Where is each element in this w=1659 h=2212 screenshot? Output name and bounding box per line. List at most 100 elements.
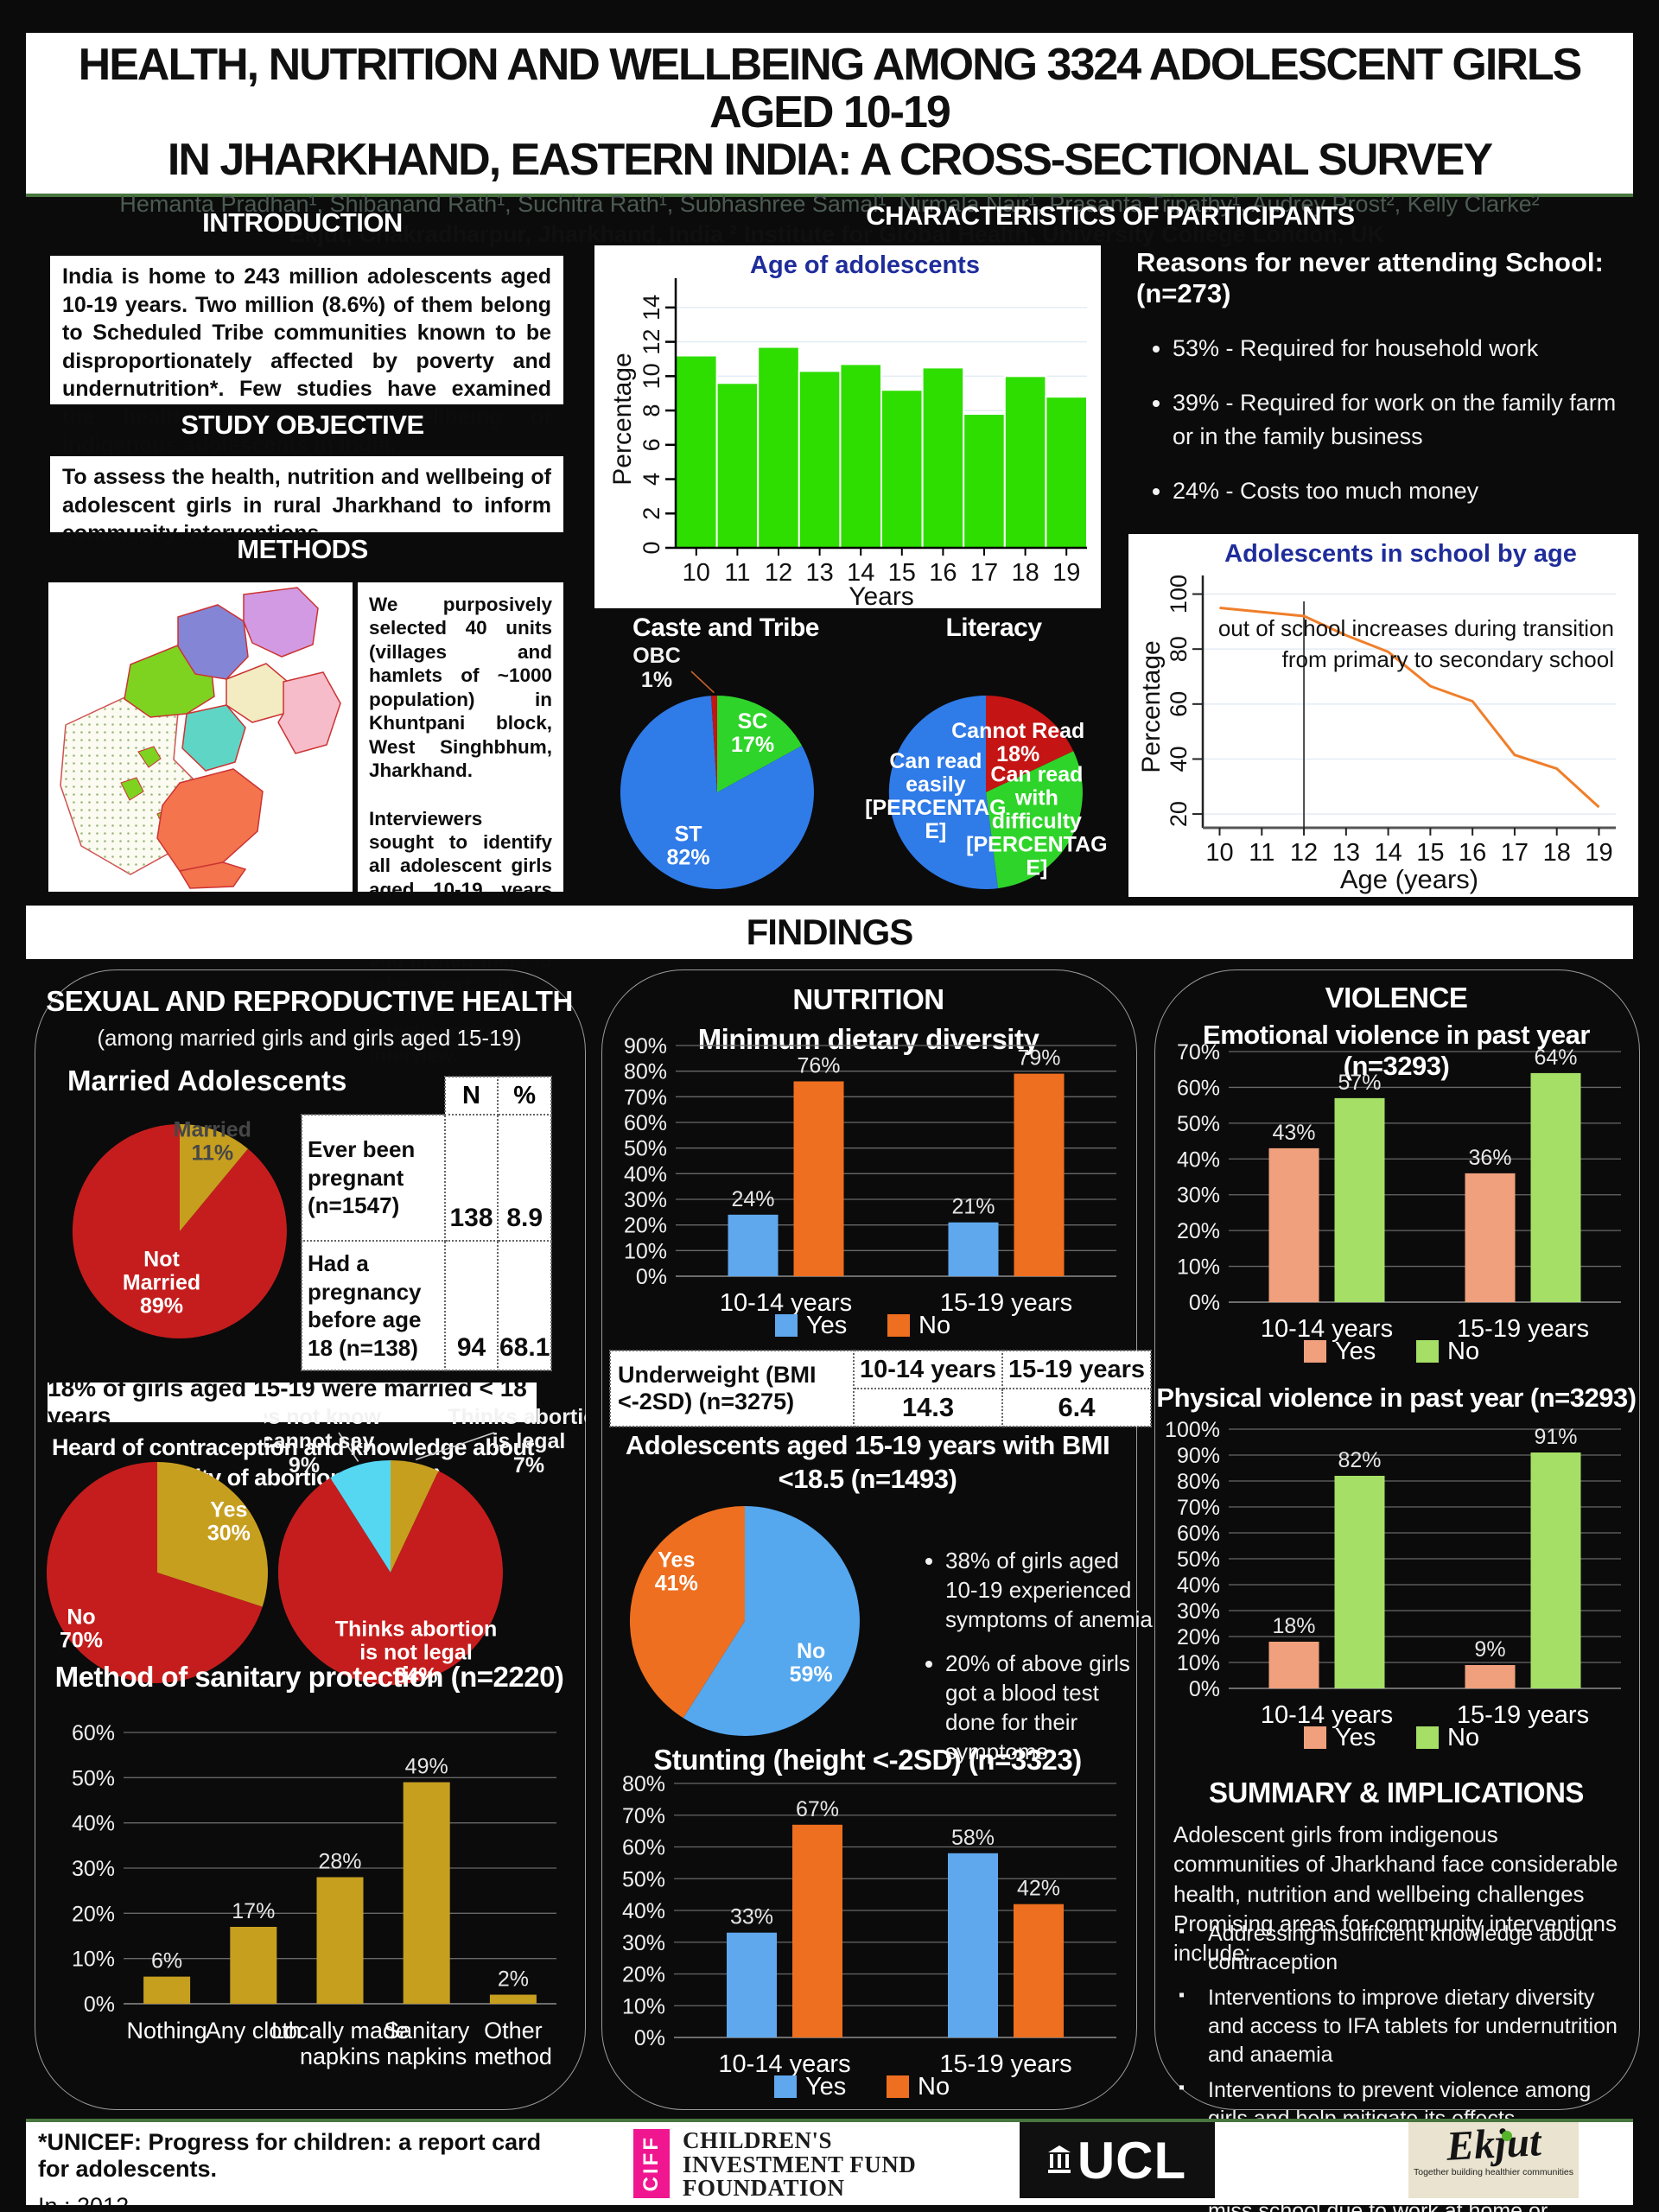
list-item: 39% - Required for work on the family fa… [1173,386,1637,454]
caste-pie-title: Caste and Tribe [632,613,819,642]
study-area-map [48,582,353,892]
affiliations: ¹ Ekjut, Chakradharpur, Jharkhand, India… [274,221,1385,248]
table-header-pct: % [496,1076,553,1116]
svg-text:2: 2 [639,507,664,520]
svg-text:6: 6 [639,438,664,451]
list-item: 53% - Required for household work [1173,332,1637,365]
svg-text:14: 14 [639,295,664,321]
svg-text:11: 11 [1249,839,1274,867]
svg-text:40: 40 [1166,746,1192,772]
svg-text:67%: 67% [796,1797,839,1821]
nutrition-panel [601,969,1137,2110]
anemia-bullets: 38% of girls aged 10-19 experienced symp… [921,1547,1153,1783]
svg-text:9%: 9% [1474,1637,1505,1662]
svg-text:E]: E] [925,819,946,843]
physical-violence-chart: 0% 10% 20% 30% 40% 50% 60% 70% 80% 90% 100% 18% 82% 1… [1160,1419,1635,1763]
svg-text:40%: 40% [72,1812,115,1836]
objective-bold: health, nutrition and wellbeing [211,465,524,489]
svg-text:15-19 years: 15-19 years [940,1289,1072,1317]
list-item: Addressing insufficient knowledge about … [1173,1920,1624,1977]
svg-text:70%: 70% [624,1085,667,1109]
ucl-logo: UCL [1020,2122,1215,2198]
svg-text:60%: 60% [1177,1076,1220,1100]
svg-text:11%: 11% [191,1141,233,1165]
svg-text:60%: 60% [72,1721,115,1745]
list-item: 38% of girls aged 10-19 experienced symp… [945,1547,1153,1634]
characteristics-header: CHARACTERISTICS OF PARTICIPANTS [866,200,1355,231]
svg-text:No: No [1447,1338,1479,1365]
reasons-box: Reasons for never attending School: (n=2… [1136,247,1637,559]
list-item: 20% of above girls got a blood test done… [945,1649,1153,1766]
srh-subtitle: (among married girls and girls aged 15-1… [97,1025,522,1051]
svg-text:[PERCENTAG: [PERCENTAG [966,832,1107,856]
svg-text:12: 12 [765,559,792,587]
svg-text:33%: 33% [730,1905,773,1929]
nutrition-title: NUTRITION [792,983,944,1015]
svg-text:No: No [1447,1724,1479,1751]
ciff-name: CHILDREN'S INVESTMENT FUND FOUNDATION [683,2128,916,2201]
svg-text:1%: 1% [641,668,672,692]
introduction-text: India is home to 243 million adolescents… [50,256,563,457]
authors: Hemanta Pradhan¹, Shibanand Rath¹, Suchi… [119,191,1540,218]
svg-text:napkins: napkins [300,2044,380,2069]
svg-text:Yes: Yes [806,1312,847,1339]
svg-text:70%: 70% [1177,1496,1220,1520]
list-item: 24% - Costs too much money [1173,474,1637,508]
footnote-line1: *UNICEF: Progress for children: a report… [38,2129,542,2182]
diet-diversity-title: Minimum dietary diversity [697,1023,1039,1055]
row-n: 94 [444,1240,499,1371]
poster-title-line2: IN JHARKHAND, EASTERN INDIA: A CROSS-SEC… [167,135,1493,186]
svg-text:79%: 79% [1017,1046,1060,1071]
svg-text:30%: 30% [1177,1184,1220,1208]
svg-text:59%: 59% [790,1662,833,1687]
title-block: HEALTH, NUTRITION AND WELLBEING AMONG 33… [26,33,1633,247]
svg-text:Adolescents in school by age: Adolescents in school by age [1224,540,1577,568]
svg-text:15: 15 [888,559,916,587]
svg-text:60%: 60% [624,1111,667,1135]
svg-text:or cannot say: or cannot say [264,1429,374,1453]
svg-text:43%: 43% [1272,1121,1315,1145]
footnote: *UNICEF: Progress for children: a report… [38,2129,574,2212]
svg-text:[PERCENTAG: [PERCENTAG [865,796,1006,820]
methods-text: We purposively selected 40 units (villag… [358,582,563,1066]
table-header-n: N [444,1076,499,1116]
svg-text:Other: Other [484,2018,543,2044]
svg-text:Not: Not [143,1247,180,1271]
underweight-col1: 10-14 years [853,1350,1003,1389]
row-n: 138 [444,1114,499,1242]
svg-text:Does not know: Does not know [264,1408,381,1429]
ucl-text: UCL [1077,2131,1187,2190]
svg-text:50%: 50% [622,1867,665,1891]
row-label: Had a pregnancy before age 18 (n=138) [301,1240,446,1371]
svg-text:49%: 49% [405,1755,448,1779]
svg-text:Percentage: Percentage [1137,640,1166,772]
svg-text:70%: 70% [622,1804,665,1828]
svg-text:91%: 91% [1534,1425,1577,1449]
svg-text:15-19 years: 15-19 years [939,2050,1071,2078]
svg-text:19: 19 [1052,559,1080,587]
svg-text:2%: 2% [498,1967,529,1992]
stunting-heading: Stunting (height <-2SD) (n=3323) [653,1744,1082,1776]
svg-text:40%: 40% [1177,1147,1220,1172]
emotional-violence-chart: 0% 10% 20% 30% 40% 50% 60% 70% 43% 57% 10-14 years… [1160,1041,1635,1376]
svg-text:Yes: Yes [1335,1724,1376,1751]
underweight-val2: 6.4 [1001,1388,1152,1427]
findings-banner: FINDINGS [746,912,914,952]
svg-text:60%: 60% [1177,1522,1220,1546]
caste-pie-chart: SC 17% ST 82% OBC 1% [586,643,866,906]
ekjut-green-dot-icon [1502,2131,1512,2141]
svg-text:80%: 80% [624,1060,667,1084]
methods-paragraph-1: We purposively selected 40 units (villag… [369,594,552,782]
row-pct: 68.1 [496,1240,553,1371]
svg-text:76%: 76% [797,1054,840,1078]
contraception-pie-chart: Yes 30% No 70% [36,1450,285,1706]
svg-text:No: No [918,2073,950,2101]
svg-text:with: with [1014,785,1058,810]
violence-title: VIOLENCE [1325,982,1468,1014]
svg-text:80%: 80% [622,1773,665,1796]
svg-text:from primary to secondary scho: from primary to secondary school [1282,646,1614,672]
svg-text:17: 17 [970,559,998,587]
svg-text:60: 60 [1166,691,1192,717]
svg-text:Yes: Yes [805,2073,846,2101]
